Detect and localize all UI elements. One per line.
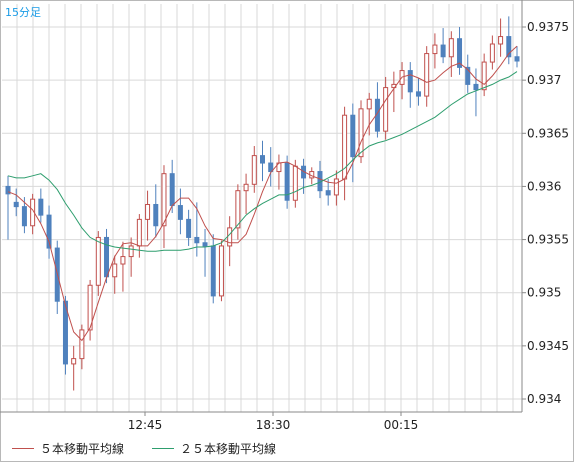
candle-body-up [235,190,241,229]
candle-body-down [13,201,19,208]
legend-item-ma25: ２５本移動平均線 [152,440,276,457]
y-tick-label: 0.9355 [527,233,569,247]
candle-body-up [128,245,134,258]
legend-item-ma5: ５本移動平均線 [12,440,124,457]
candle-body-down [153,203,159,227]
candle-body-down [268,162,274,173]
candle-body-up [292,165,298,201]
candle-body-down [415,91,421,97]
candle-body-up [383,87,389,132]
candle-body-up [432,44,438,55]
candle-body-up [358,108,364,158]
candle-body-up [366,98,372,110]
x-tick-label: 18:30 [256,418,291,432]
candle-body-down [194,236,200,244]
y-tick-label: 0.934 [527,392,561,406]
candle-body-down [186,218,192,238]
candle-body-down [5,185,11,195]
y-tick-label: 0.9365 [527,126,569,140]
candle-body-down [457,38,463,68]
candle-body-down [473,83,479,91]
legend-label-ma25: ２５本移動平均線 [180,442,277,456]
candle-body-down [202,242,208,247]
legend-swatch-ma5 [12,448,34,449]
candle-body-up [243,183,249,192]
candle-body-up [498,36,504,45]
candle-body-up [136,218,142,247]
y-tick-label: 0.937 [527,73,561,87]
candle-body-down [284,162,290,201]
candle-body-down [350,114,356,158]
candle-body-down [104,236,110,278]
legend-label-ma5: ５本移動平均線 [40,442,125,456]
candle-body-up [145,203,151,220]
ma25-line [7,71,518,252]
candle-body-down [506,36,512,58]
candle-body-down [38,198,44,216]
candle-body-up [95,236,101,286]
candle-body-up [112,263,118,278]
candle-body-down [260,155,265,164]
candle-body-up [79,329,85,360]
y-tick-label: 0.9375 [527,20,569,34]
candle-body-down [177,205,183,220]
candle-body-down [210,245,216,297]
x-tick-label: 12:45 [128,418,163,432]
candle-body-down [514,56,520,62]
candle-body-down [325,190,331,196]
candle-body-up [481,61,487,91]
y-tick-label: 0.9345 [527,339,569,353]
candle-body-down [46,214,52,249]
y-tick-label: 0.936 [527,179,561,193]
candle-body-up [87,284,93,331]
y-tick-label: 0.935 [527,286,561,300]
candle-body-down [407,70,413,93]
candle-body-up [424,53,430,97]
candle-body-up [448,38,454,58]
candle-body-down [465,66,471,85]
candle-body-down [169,173,175,207]
candle-body-up [489,43,495,63]
chart-legend: ５本移動平均線 ２５本移動平均線 [12,440,276,457]
candle-body-up [71,358,77,365]
candle-body-up [251,155,257,185]
ma5-line [7,45,518,342]
candle-body-up [161,173,167,227]
candle-body-down [62,300,68,365]
timeframe-label: 15分足 [5,6,41,19]
legend-swatch-ma25 [152,448,175,449]
candle-body-up [120,256,126,265]
candle-body-down [440,44,446,58]
candle-body-up [218,245,224,297]
candle-body-down [21,206,27,227]
candle-body-up [333,178,339,196]
x-tick-label: 00:15 [384,418,419,432]
